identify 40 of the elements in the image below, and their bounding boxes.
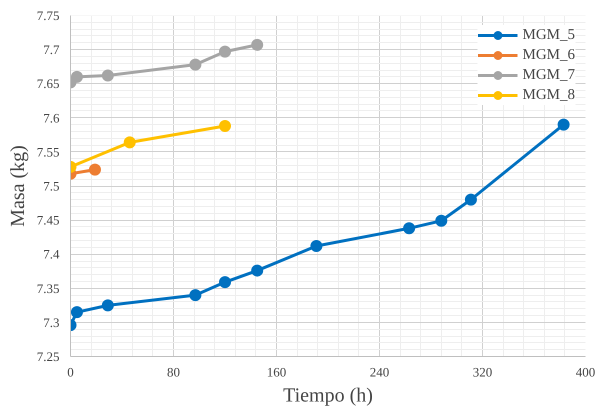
point bbox=[251, 264, 264, 277]
point bbox=[124, 136, 136, 148]
y-tick-label: 7.75 bbox=[36, 8, 60, 23]
point bbox=[189, 289, 202, 302]
x-tick-label: 320 bbox=[472, 364, 492, 380]
y-tick-label: 7.6 bbox=[43, 110, 60, 126]
y-tick-label: 7.4 bbox=[43, 246, 60, 262]
y-tick-label: 7.65 bbox=[36, 76, 60, 92]
y-axis-title: Masa (kg) bbox=[6, 145, 29, 227]
y-tick-label: 7.3 bbox=[43, 314, 60, 330]
y-tick-label: 7.35 bbox=[36, 280, 60, 296]
x-tick-label: 400 bbox=[576, 364, 596, 380]
point bbox=[189, 58, 202, 71]
point bbox=[310, 240, 322, 252]
point bbox=[70, 306, 83, 318]
y-tick-label: 7.25 bbox=[36, 349, 60, 364]
y-tick-label: 7.7 bbox=[43, 42, 60, 58]
point bbox=[219, 276, 231, 288]
legend-label: MGM_7 bbox=[522, 66, 575, 84]
point bbox=[102, 70, 114, 82]
x-axis-title: Tiempo (h) bbox=[283, 384, 373, 406]
x-tick-label: 80 bbox=[167, 364, 180, 380]
point bbox=[102, 299, 114, 312]
point bbox=[70, 70, 83, 83]
legend-label: MGM_5 bbox=[522, 26, 575, 44]
point bbox=[403, 222, 416, 234]
point bbox=[464, 194, 477, 206]
y-tick-label: 7.55 bbox=[36, 144, 60, 160]
point bbox=[558, 118, 570, 131]
y-tick-label: 7.45 bbox=[36, 212, 60, 228]
y-tick-label: 7.5 bbox=[43, 178, 60, 194]
point bbox=[219, 120, 231, 132]
x-tick-label: 240 bbox=[370, 364, 390, 380]
point bbox=[251, 38, 264, 51]
point bbox=[435, 214, 448, 227]
point bbox=[219, 46, 231, 58]
legend-label: MGM_6 bbox=[522, 46, 575, 64]
x-tick-label: 160 bbox=[266, 364, 286, 380]
x-tick-label: 0 bbox=[67, 364, 74, 380]
legend-label: MGM_8 bbox=[522, 86, 575, 104]
